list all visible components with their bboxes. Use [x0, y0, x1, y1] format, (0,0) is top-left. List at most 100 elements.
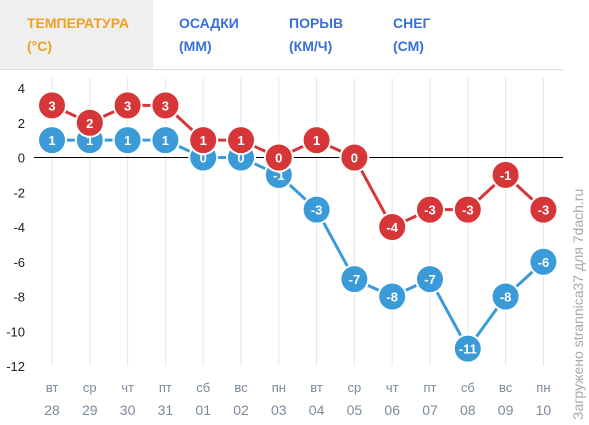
x-date-label: 10 — [536, 402, 552, 418]
x-day-label: вс — [499, 380, 513, 395]
tab-wind-gust-unit: (КМ/Ч) — [289, 38, 333, 54]
data-label-blue: -1 — [273, 168, 285, 183]
x-day-label: пн — [536, 380, 550, 395]
tab-precipitation-label: ОСАДКИ — [179, 15, 239, 31]
y-tick-label: 2 — [18, 116, 25, 131]
data-label-red: 1 — [313, 133, 320, 148]
x-date-label: 28 — [44, 402, 60, 418]
data-label-red: 1 — [237, 133, 244, 148]
data-point-blue — [490, 281, 521, 312]
y-tick-label: 0 — [18, 151, 25, 166]
data-label-red: 3 — [124, 98, 131, 113]
data-point-red — [226, 125, 256, 156]
x-day-label: пн — [272, 380, 286, 395]
x-date-label: 03 — [271, 402, 287, 418]
tab-snow-label: СНЕГ — [393, 15, 431, 31]
data-label-red: -3 — [538, 203, 550, 218]
data-label-blue: 0 — [200, 151, 207, 166]
y-tick-label: -8 — [13, 290, 25, 305]
data-point-blue — [528, 246, 559, 277]
x-date-label: 31 — [158, 402, 174, 418]
y-tick-label: -2 — [13, 185, 25, 200]
data-point-red — [490, 159, 521, 190]
data-label-blue: -8 — [500, 290, 512, 305]
x-date-label: 08 — [460, 402, 476, 418]
tab-temperature-label: ТЕМПЕРАТУРА — [27, 15, 129, 31]
data-point-red — [415, 194, 445, 225]
data-label-red: -3 — [424, 203, 436, 218]
x-date-label: 30 — [120, 402, 136, 418]
data-point-blue — [377, 281, 408, 312]
x-date-label: 09 — [498, 402, 514, 418]
data-label-red: -3 — [462, 203, 474, 218]
data-label-red: -1 — [500, 168, 512, 183]
series-line-blue — [52, 138, 545, 351]
tab-bar: ТЕМПЕРАТУРА (°C) ОСАДКИ (ММ) ПОРЫВ (КМ/Ч… — [0, 0, 563, 69]
y-tick-label: -10 — [6, 324, 25, 339]
x-day-label: пт — [424, 380, 437, 395]
y-tick-label: -6 — [13, 255, 25, 270]
data-point-blue — [339, 264, 370, 295]
data-point-red — [74, 107, 105, 138]
data-label-red: 3 — [48, 98, 55, 113]
x-day-label: сб — [196, 380, 210, 395]
data-point-red — [452, 194, 483, 225]
x-day-label: чт — [121, 380, 134, 395]
data-point-blue — [150, 125, 181, 156]
x-day-label: вт — [46, 380, 59, 395]
y-tick-label: 4 — [18, 81, 25, 96]
data-label-red: -4 — [386, 220, 398, 235]
data-label-red: 2 — [86, 116, 93, 131]
tab-precipitation-unit: (ММ) — [179, 38, 212, 54]
x-day-label: ср — [348, 380, 362, 395]
data-label-blue: -6 — [538, 255, 550, 270]
data-point-red — [263, 142, 294, 173]
tab-snow-unit: (СМ) — [393, 38, 424, 54]
tab-precipitation[interactable]: ОСАДКИ (ММ) — [153, 0, 263, 69]
data-point-blue — [112, 125, 143, 156]
tab-wind-gust-label: ПОРЫВ — [289, 15, 344, 31]
data-label-red: 0 — [351, 151, 358, 166]
tab-snow[interactable]: СНЕГ (СМ) — [367, 0, 471, 69]
data-point-blue — [37, 125, 67, 156]
x-date-label: 01 — [195, 402, 211, 418]
x-day-label: пт — [159, 380, 172, 395]
tab-divider — [0, 69, 563, 70]
data-point-blue — [301, 194, 332, 225]
x-day-label: вт — [310, 380, 323, 395]
data-label-blue: -7 — [424, 272, 436, 287]
data-point-blue — [415, 264, 445, 295]
data-label-red: 0 — [275, 151, 282, 166]
data-label-red: 1 — [200, 133, 207, 148]
x-day-label: чт — [386, 380, 399, 395]
data-point-blue — [452, 333, 483, 364]
x-date-label: 29 — [82, 402, 98, 418]
data-point-red — [37, 90, 67, 121]
tab-wind-gust[interactable]: ПОРЫВ (КМ/Ч) — [263, 0, 367, 69]
x-date-label: 07 — [422, 402, 438, 418]
x-date-label: 02 — [233, 402, 249, 418]
data-point-red — [150, 90, 181, 121]
x-date-label: 04 — [309, 402, 325, 418]
x-day-label: сб — [461, 380, 475, 395]
data-point-red — [377, 212, 408, 242]
watermark: Загружено strannica37 для 7dach.ru — [570, 188, 586, 420]
data-point-red — [528, 194, 559, 225]
data-label-blue: 1 — [86, 133, 93, 148]
data-label-blue: -11 — [459, 342, 477, 357]
data-point-red — [112, 90, 143, 121]
x-day-label: вс — [234, 380, 248, 395]
data-label-blue: 0 — [237, 151, 244, 166]
temperature-chart: 420-2-4-6-8-10-12вт28ср29чт30пт31сб01вс0… — [6, 78, 563, 418]
y-tick-label: -12 — [6, 359, 25, 374]
x-date-label: 05 — [347, 402, 363, 418]
tab-temperature-unit: (°C) — [27, 38, 53, 54]
x-day-label: ср — [83, 380, 97, 395]
data-label-blue: -3 — [311, 203, 323, 218]
data-point-red — [301, 125, 332, 156]
tab-temperature[interactable]: ТЕМПЕРАТУРА (°C) — [0, 0, 153, 69]
data-label-blue: 1 — [162, 133, 169, 148]
data-label-blue: -8 — [386, 290, 398, 305]
x-date-label: 06 — [384, 402, 400, 418]
data-label-blue: -7 — [349, 272, 361, 287]
